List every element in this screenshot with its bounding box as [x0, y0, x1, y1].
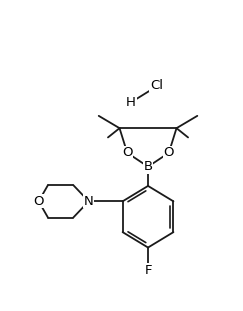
Text: O: O: [164, 146, 174, 159]
Text: H: H: [126, 96, 136, 109]
Text: N: N: [84, 195, 94, 208]
Text: B: B: [143, 160, 153, 173]
Text: Cl: Cl: [150, 79, 163, 91]
Text: O: O: [34, 195, 44, 208]
Text: F: F: [144, 264, 152, 277]
Text: O: O: [122, 146, 132, 159]
